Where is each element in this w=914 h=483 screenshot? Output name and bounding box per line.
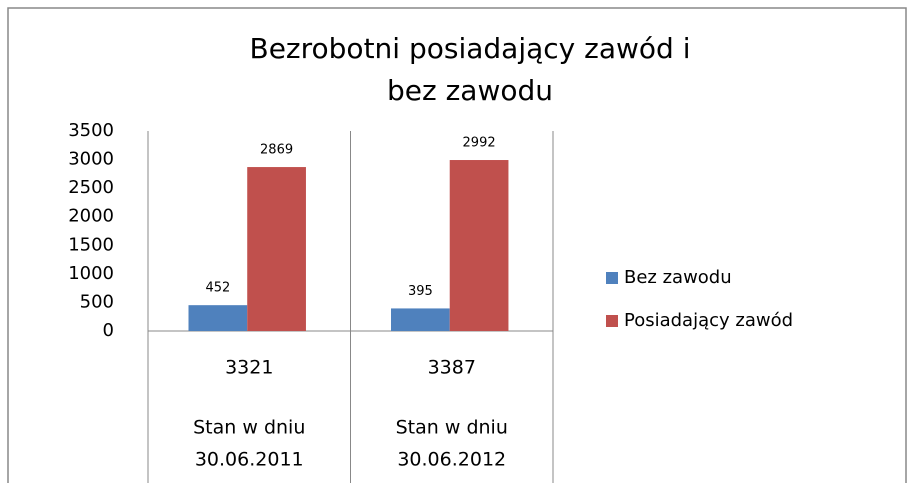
legend-swatch xyxy=(606,315,618,327)
y-tick-label: 2000 xyxy=(68,206,114,227)
y-tick-label: 3000 xyxy=(68,149,114,170)
y-tick-label: 1500 xyxy=(68,234,114,255)
value-label: 395 xyxy=(408,284,433,299)
legend-label: Posiadający zawód xyxy=(624,310,793,331)
bar xyxy=(188,305,248,331)
x-tick-label: Stan w dniu xyxy=(193,417,305,439)
legend-label: Bez zawodu xyxy=(624,267,732,288)
chart-title: Bezrobotni posiadający zawód i bez zawodu xyxy=(250,32,691,107)
y-tick-label: 1000 xyxy=(68,263,114,284)
value-label: 2869 xyxy=(260,143,293,158)
title-line: bez zawodu xyxy=(387,74,553,107)
y-tick-label: 0 xyxy=(103,320,114,341)
y-tick-label: 3500 xyxy=(68,120,114,141)
category-total: 3387 xyxy=(428,357,476,379)
y-tick-label: 2500 xyxy=(68,177,114,198)
category-total: 3321 xyxy=(225,357,273,379)
x-tick-label: Stan w dniu xyxy=(396,417,508,439)
bar xyxy=(449,160,509,331)
value-label: 2992 xyxy=(463,136,496,151)
x-tick-label: 30.06.2011 xyxy=(195,449,304,471)
value-label: 452 xyxy=(205,281,230,296)
y-tick-label: 500 xyxy=(80,291,114,312)
title-line: Bezrobotni posiadający zawód i xyxy=(250,32,691,65)
legend-swatch xyxy=(606,272,618,284)
bar xyxy=(247,167,306,331)
x-tick-label: 30.06.2012 xyxy=(397,449,506,471)
bar xyxy=(391,308,450,331)
